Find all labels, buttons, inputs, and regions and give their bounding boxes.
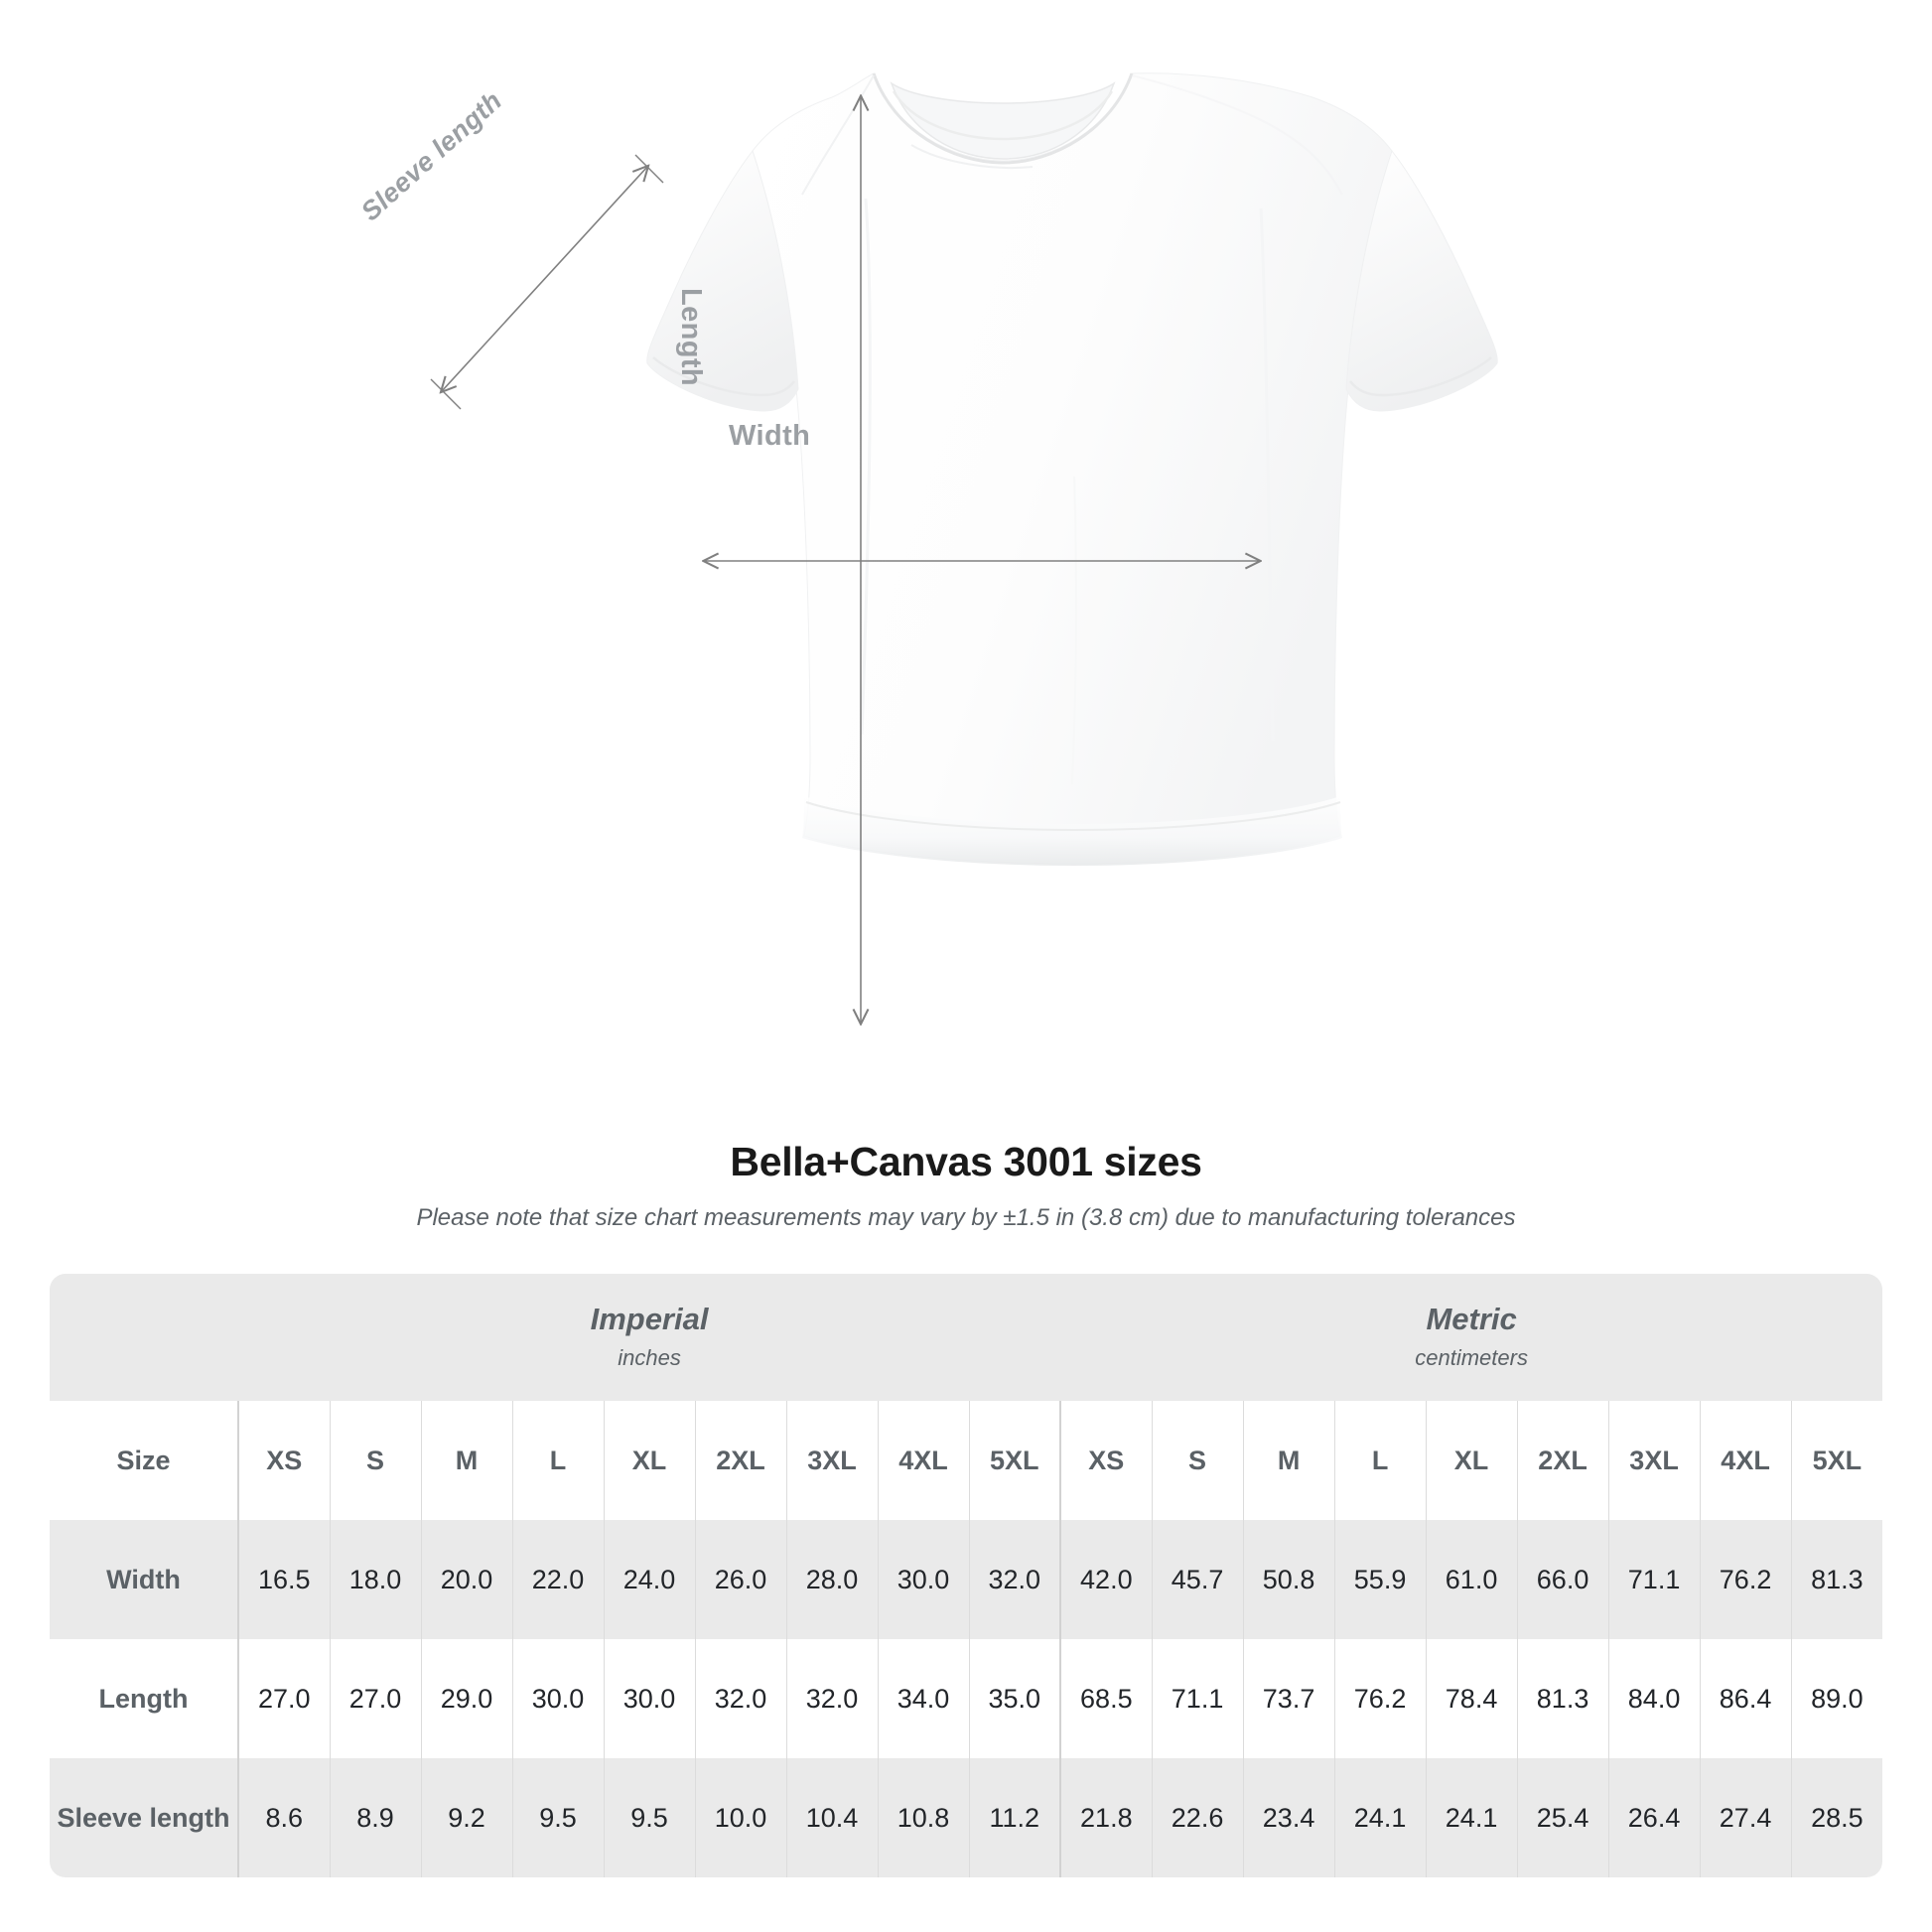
size-header-cell: XL (1425, 1401, 1518, 1520)
measurement-value-cell: 24.1 (1425, 1758, 1518, 1877)
measurement-value-cell: 10.8 (877, 1758, 969, 1877)
size-header-cell: 4XL (1699, 1401, 1792, 1520)
size-header-cell: XL (603, 1401, 695, 1520)
measurement-row-label: Sleeve length (50, 1758, 238, 1877)
size-header-cell: L (1333, 1401, 1427, 1520)
size-header-cell: L (511, 1401, 604, 1520)
measurement-value-cell: 25.4 (1516, 1758, 1609, 1877)
title-block: Bella+Canvas 3001 sizes Please note that… (0, 1139, 1932, 1232)
measurement-value-cell: 32.0 (968, 1520, 1061, 1639)
measurement-value-cell: 81.3 (1790, 1520, 1883, 1639)
page-title: Bella+Canvas 3001 sizes (730, 1139, 1202, 1184)
size-header-cell: 5XL (1790, 1401, 1883, 1520)
measurement-value-cell: 68.5 (1059, 1639, 1153, 1758)
measurement-value-cell: 61.0 (1425, 1520, 1518, 1639)
measurement-value-cell: 22.0 (511, 1520, 604, 1639)
measurement-value-cell: 24.0 (603, 1520, 695, 1639)
tshirt-measurement-diagram: Sleeve length Length Width (355, 72, 1498, 1102)
measurement-value-cell: 27.0 (329, 1639, 421, 1758)
measurement-value-cell: 50.8 (1242, 1520, 1335, 1639)
size-header-cell: 4XL (877, 1401, 969, 1520)
measurement-value-cell: 81.3 (1516, 1639, 1609, 1758)
measurement-value-cell: 10.0 (694, 1758, 786, 1877)
size-header-cell: 2XL (694, 1401, 786, 1520)
measurement-value-cell: 35.0 (968, 1639, 1061, 1758)
measurement-value-cell: 89.0 (1790, 1639, 1883, 1758)
measurement-value-cell: 18.0 (329, 1520, 421, 1639)
measurement-row-label: Width (50, 1520, 238, 1639)
size-header-cell: XS (1059, 1401, 1153, 1520)
measurement-value-cell: 8.6 (237, 1758, 330, 1877)
measurement-value-cell: 32.0 (694, 1639, 786, 1758)
measurement-value-cell: 76.2 (1333, 1639, 1427, 1758)
unit-system-row: Imperial inches Metric centimeters (50, 1274, 1883, 1401)
measurement-value-cell: 8.9 (329, 1758, 421, 1877)
measurement-value-cell: 45.7 (1151, 1520, 1244, 1639)
measurement-value-cell: 27.4 (1699, 1758, 1792, 1877)
measurement-value-cell: 10.4 (785, 1758, 878, 1877)
measurement-value-cell: 30.0 (603, 1639, 695, 1758)
size-header-cell: 2XL (1516, 1401, 1609, 1520)
measurement-value-cell: 16.5 (237, 1520, 330, 1639)
measurement-value-cell: 66.0 (1516, 1520, 1609, 1639)
measurement-value-cell: 42.0 (1059, 1520, 1153, 1639)
table-row: Width 16.5 18.0 20.0 22.0 24.0 26.0 28.0 30.0 32.… (50, 1520, 1883, 1639)
measurement-value-cell: 22.6 (1151, 1758, 1244, 1877)
measurement-value-cell: 20.0 (420, 1520, 512, 1639)
measurement-value-cell: 76.2 (1699, 1520, 1792, 1639)
measurement-value-cell: 21.8 (1059, 1758, 1153, 1877)
measurement-value-cell: 11.2 (968, 1758, 1061, 1877)
size-header-cell: XS (237, 1401, 330, 1520)
size-header-cell: 3XL (785, 1401, 878, 1520)
measurement-value-cell: 71.1 (1151, 1639, 1244, 1758)
size-header-cell: 3XL (1607, 1401, 1701, 1520)
length-label: Length (675, 288, 707, 387)
measurement-value-cell: 86.4 (1699, 1639, 1792, 1758)
measurement-value-cell: 78.4 (1425, 1639, 1518, 1758)
size-chart-table: Imperial inches Metric centimeters Size XS S M L… (50, 1274, 1883, 1877)
tolerance-note: Please note that size chart measurements… (416, 1204, 1516, 1232)
unit-system-name: Metric (1426, 1301, 1517, 1336)
measurement-value-cell: 34.0 (877, 1639, 969, 1758)
measurement-value-cell: 28.0 (785, 1520, 878, 1639)
measurement-value-cell: 30.0 (877, 1520, 969, 1639)
measurement-value-cell: 9.5 (603, 1758, 695, 1877)
measurement-value-cell: 55.9 (1333, 1520, 1427, 1639)
unit-system-name: Imperial (590, 1301, 709, 1336)
measurement-value-cell: 71.1 (1607, 1520, 1701, 1639)
unit-system-metric: Metric centimeters (1060, 1274, 1883, 1401)
measurement-value-cell: 24.1 (1333, 1758, 1427, 1877)
size-header-row: Size XS S M L XL 2XL 3XL 4XL 5XL XS S M L XL 2XL 3XL 4XL 5… (50, 1401, 1883, 1520)
measurement-value-cell: 27.0 (237, 1639, 330, 1758)
measurement-value-cell: 9.5 (511, 1758, 604, 1877)
measurement-value-cell: 29.0 (420, 1639, 512, 1758)
sleeve-length-dimension-line (442, 167, 647, 391)
size-header-cell: S (1151, 1401, 1244, 1520)
measurement-value-cell: 26.4 (1607, 1758, 1701, 1877)
tshirt-illustration (430, 72, 1498, 1102)
width-label: Width (729, 420, 811, 452)
size-header-cell: M (1242, 1401, 1335, 1520)
unit-system-unit: inches (618, 1345, 681, 1371)
size-header-cell: 5XL (968, 1401, 1061, 1520)
size-header-cell: S (329, 1401, 421, 1520)
measurement-value-cell: 32.0 (785, 1639, 878, 1758)
measurement-value-cell: 23.4 (1242, 1758, 1335, 1877)
measurement-value-cell: 26.0 (694, 1520, 786, 1639)
unit-system-spacer (50, 1274, 238, 1401)
unit-system-unit: centimeters (1415, 1345, 1528, 1371)
measurement-value-cell: 84.0 (1607, 1639, 1701, 1758)
measurement-value-cell: 28.5 (1790, 1758, 1883, 1877)
unit-system-imperial: Imperial inches (238, 1274, 1061, 1401)
measurement-value-cell: 9.2 (420, 1758, 512, 1877)
measurement-row-label: Length (50, 1639, 238, 1758)
table-row: Sleeve length 8.6 8.9 9.2 9.5 9.5 10.0 10.4 10.8… (50, 1758, 1883, 1877)
size-header-cell: M (420, 1401, 512, 1520)
measurement-value-cell: 30.0 (511, 1639, 604, 1758)
measurement-value-cell: 73.7 (1242, 1639, 1335, 1758)
table-row: Length 27.0 27.0 29.0 30.0 30.0 32.0 32.0 34.0 35… (50, 1639, 1883, 1758)
size-header-label: Size (50, 1401, 238, 1520)
